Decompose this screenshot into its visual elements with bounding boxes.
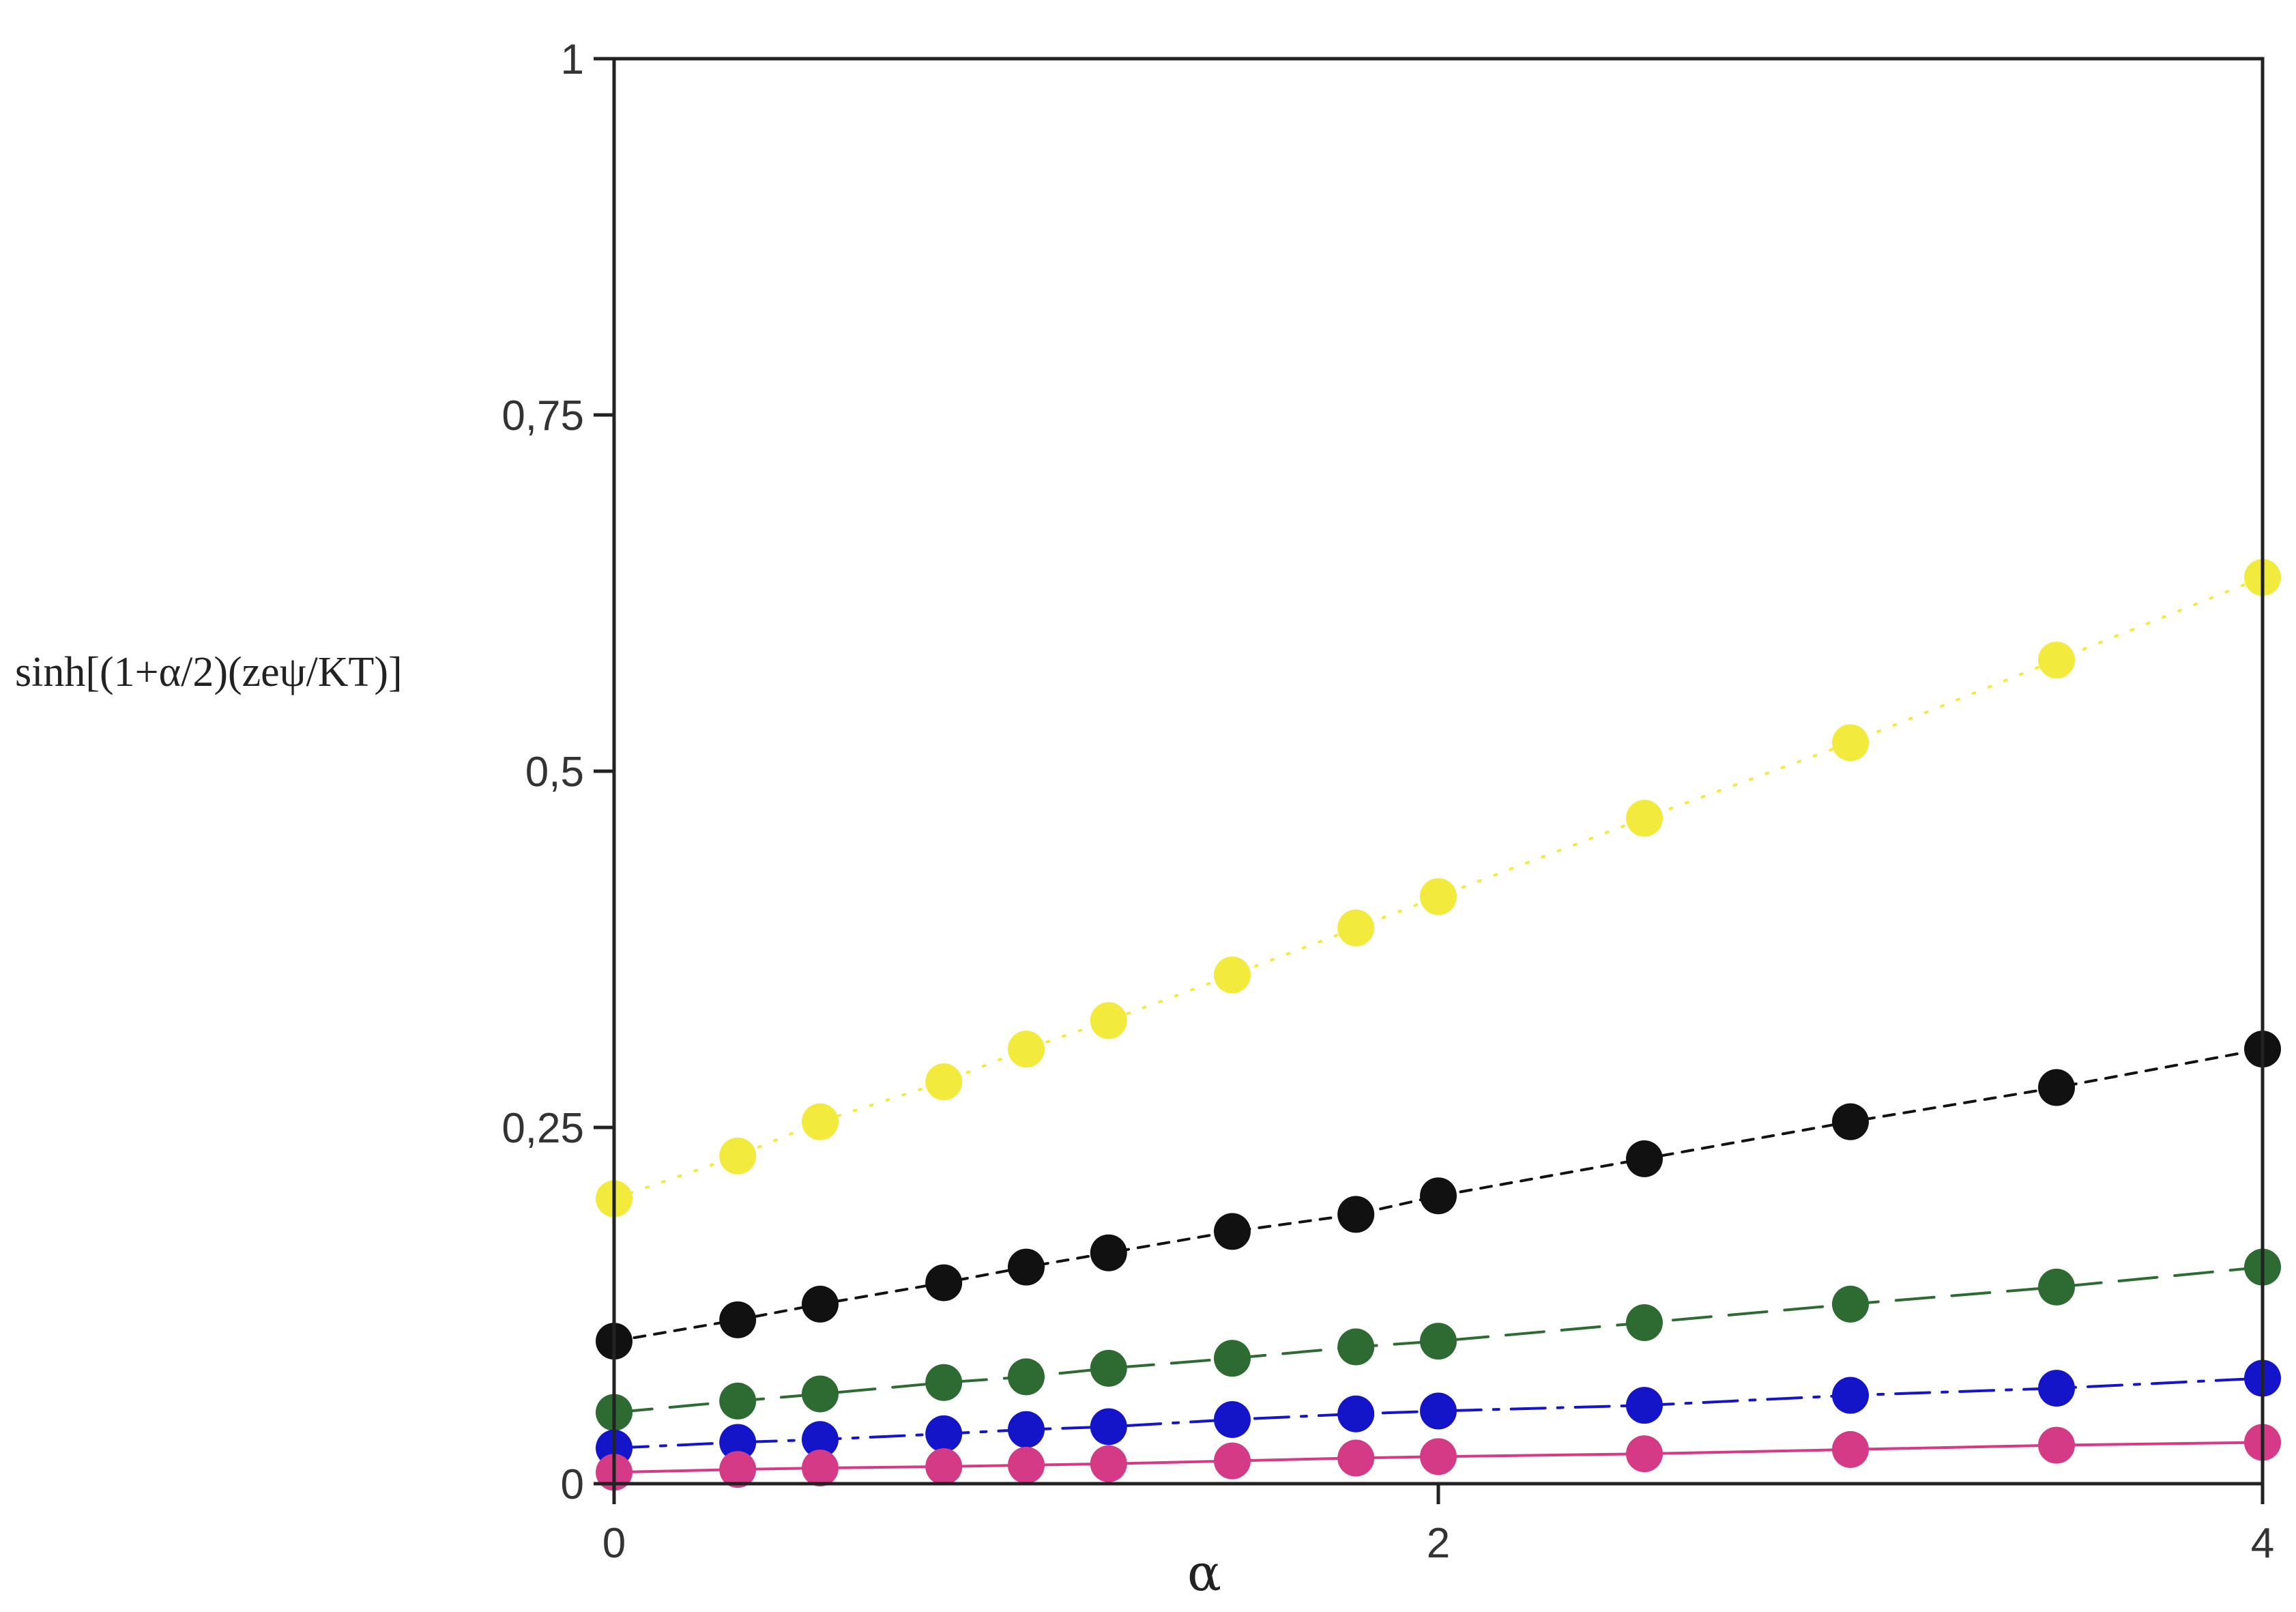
data-point [2038, 1426, 2075, 1464]
data-point [1626, 1140, 1663, 1177]
data-point [1420, 1438, 1457, 1476]
data-point [1337, 1196, 1375, 1233]
data-point [719, 1451, 757, 1488]
data-point [1090, 1445, 1127, 1482]
data-point [1090, 1349, 1127, 1387]
data-point [925, 1364, 963, 1401]
data-point [1626, 799, 1663, 837]
data-point [1832, 1103, 1869, 1140]
data-point [1832, 1377, 1869, 1414]
data-point [719, 1137, 757, 1175]
data-point [802, 1375, 839, 1413]
data-point [1626, 1304, 1663, 1342]
data-point [1090, 1234, 1127, 1271]
plot-frame [612, 57, 2265, 1486]
data-point [1337, 1439, 1375, 1477]
data-point [1008, 1248, 1045, 1286]
data-point [2038, 1069, 2075, 1106]
y-tick-label-3: 0,75 [502, 392, 584, 440]
data-point [719, 1424, 757, 1461]
data-point [2038, 642, 2075, 679]
data-point [2038, 1268, 2075, 1306]
data-point [1626, 1387, 1663, 1424]
data-point [925, 1063, 963, 1101]
y-tick-label-1: 0,25 [502, 1105, 584, 1152]
data-point [719, 1301, 757, 1338]
data-point [1090, 1408, 1127, 1445]
data-point [1832, 724, 1869, 762]
x-tick-label-2: 4 [2251, 1520, 2274, 1567]
data-point [1008, 1031, 1045, 1068]
data-point [925, 1415, 963, 1452]
data-point [719, 1382, 757, 1420]
data-point [1008, 1358, 1045, 1396]
series-3 [596, 1359, 2281, 1467]
data-point [1420, 1392, 1457, 1430]
data-point [1008, 1411, 1045, 1448]
data-point [1090, 1002, 1127, 1039]
series-2 [596, 1248, 2281, 1431]
data-point [1008, 1446, 1045, 1484]
y-tick-label-2: 0,5 [525, 749, 584, 796]
x-tick-label-1: 2 [1427, 1520, 1450, 1567]
data-point [925, 1264, 963, 1301]
data-point [1214, 1401, 1251, 1439]
axis-layer: 0 0,25 0,5 0,75 1 0 2 4 [502, 36, 2274, 1567]
y-tick-label-4: 1 [561, 36, 584, 83]
data-point [1214, 956, 1251, 994]
x-axis-label: α [1187, 1544, 1221, 1602]
data-point [1214, 1213, 1251, 1250]
data-point [1214, 1442, 1251, 1480]
series-4 [596, 1424, 2281, 1491]
data-point [1337, 1328, 1375, 1366]
data-point [802, 1421, 839, 1458]
data-point [1626, 1435, 1663, 1473]
series-0 [596, 559, 2281, 1218]
data-point [1337, 1395, 1375, 1433]
data-point [925, 1448, 963, 1485]
data-point [802, 1103, 839, 1140]
x-tick-label-0: 0 [602, 1520, 626, 1567]
data-point [802, 1285, 839, 1323]
data-point [1832, 1285, 1869, 1323]
data-point [2038, 1370, 2075, 1407]
data-point [1337, 909, 1375, 947]
y-tick-label-0: 0 [561, 1461, 584, 1508]
data-point [1214, 1340, 1251, 1377]
data-point [1420, 1323, 1457, 1360]
series-layer [596, 559, 2281, 1491]
data-point [1832, 1430, 1869, 1468]
data-point [1420, 1177, 1457, 1215]
series-1 [596, 1031, 2281, 1360]
data-point [802, 1450, 839, 1487]
data-point [1420, 878, 1457, 915]
y-axis-label: sinh[(1+α/2)(zeψ/KT)] [15, 649, 403, 695]
